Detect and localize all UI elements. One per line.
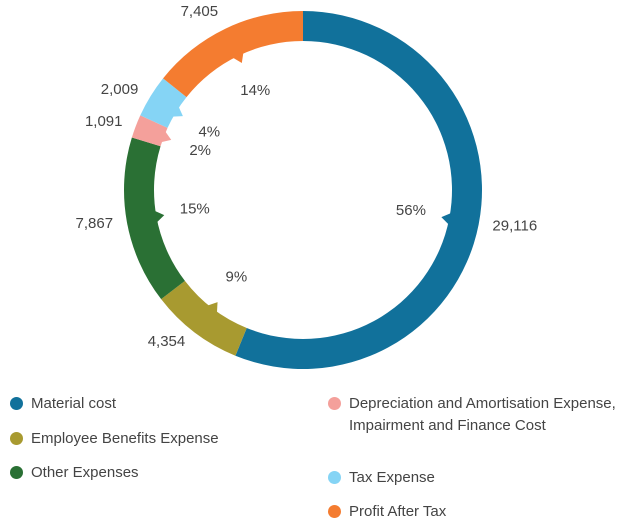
donut-slice (163, 11, 303, 98)
percent-label: 9% (225, 268, 247, 285)
legend-item: Employee Benefits Expense (10, 428, 310, 450)
legend-marker (328, 505, 341, 518)
legend-item: Other Expenses (10, 462, 310, 484)
percent-label: 2% (189, 142, 211, 159)
value-label: 1,091 (85, 113, 123, 130)
pointer (154, 210, 165, 223)
legend-marker (10, 466, 23, 479)
value-label: 4,354 (148, 333, 186, 350)
legend-item: Tax Expense (328, 467, 628, 489)
donut-slice (140, 78, 187, 128)
legend-marker (328, 397, 341, 410)
legend-marker (328, 471, 341, 484)
legend-item: Depreciation and Amortisation Expense, I… (328, 393, 628, 437)
percent-label: 56% (396, 202, 426, 219)
pointer (232, 52, 244, 63)
donut-slice (235, 11, 483, 370)
value-label: 7,405 (181, 3, 219, 20)
pointer (172, 106, 183, 117)
legend-label: Other Expenses (31, 464, 139, 481)
pointer (160, 131, 172, 143)
value-label: 29,116 (492, 218, 537, 235)
legend-label: Material cost (31, 395, 117, 412)
legend-label: Employee Benefits Expense (31, 430, 219, 447)
donut-slice (161, 280, 247, 356)
value-label: 7,867 (76, 215, 114, 232)
percent-label: 14% (240, 82, 270, 99)
chart: 56% 29,116 9% 4,354 15% 7,867 2% 1,091 4% 2,009 14… (76, 3, 537, 370)
legend-label: Depreciation and Amortisation Expense, I… (349, 395, 616, 434)
value-label: 2,009 (101, 81, 139, 98)
legend-item: Material cost (10, 393, 310, 415)
legend-label: Profit After Tax (349, 503, 447, 520)
pointer (207, 302, 218, 313)
legend-item: Profit After Tax (328, 501, 628, 523)
percent-label: 15% (180, 201, 210, 218)
legend-label: Tax Expense (349, 469, 435, 486)
donut-slice (123, 137, 185, 300)
legend-marker (10, 432, 23, 445)
pointer (441, 212, 452, 225)
legend-marker (10, 397, 23, 410)
percent-label: 4% (198, 123, 220, 140)
donut-slice (131, 115, 168, 147)
